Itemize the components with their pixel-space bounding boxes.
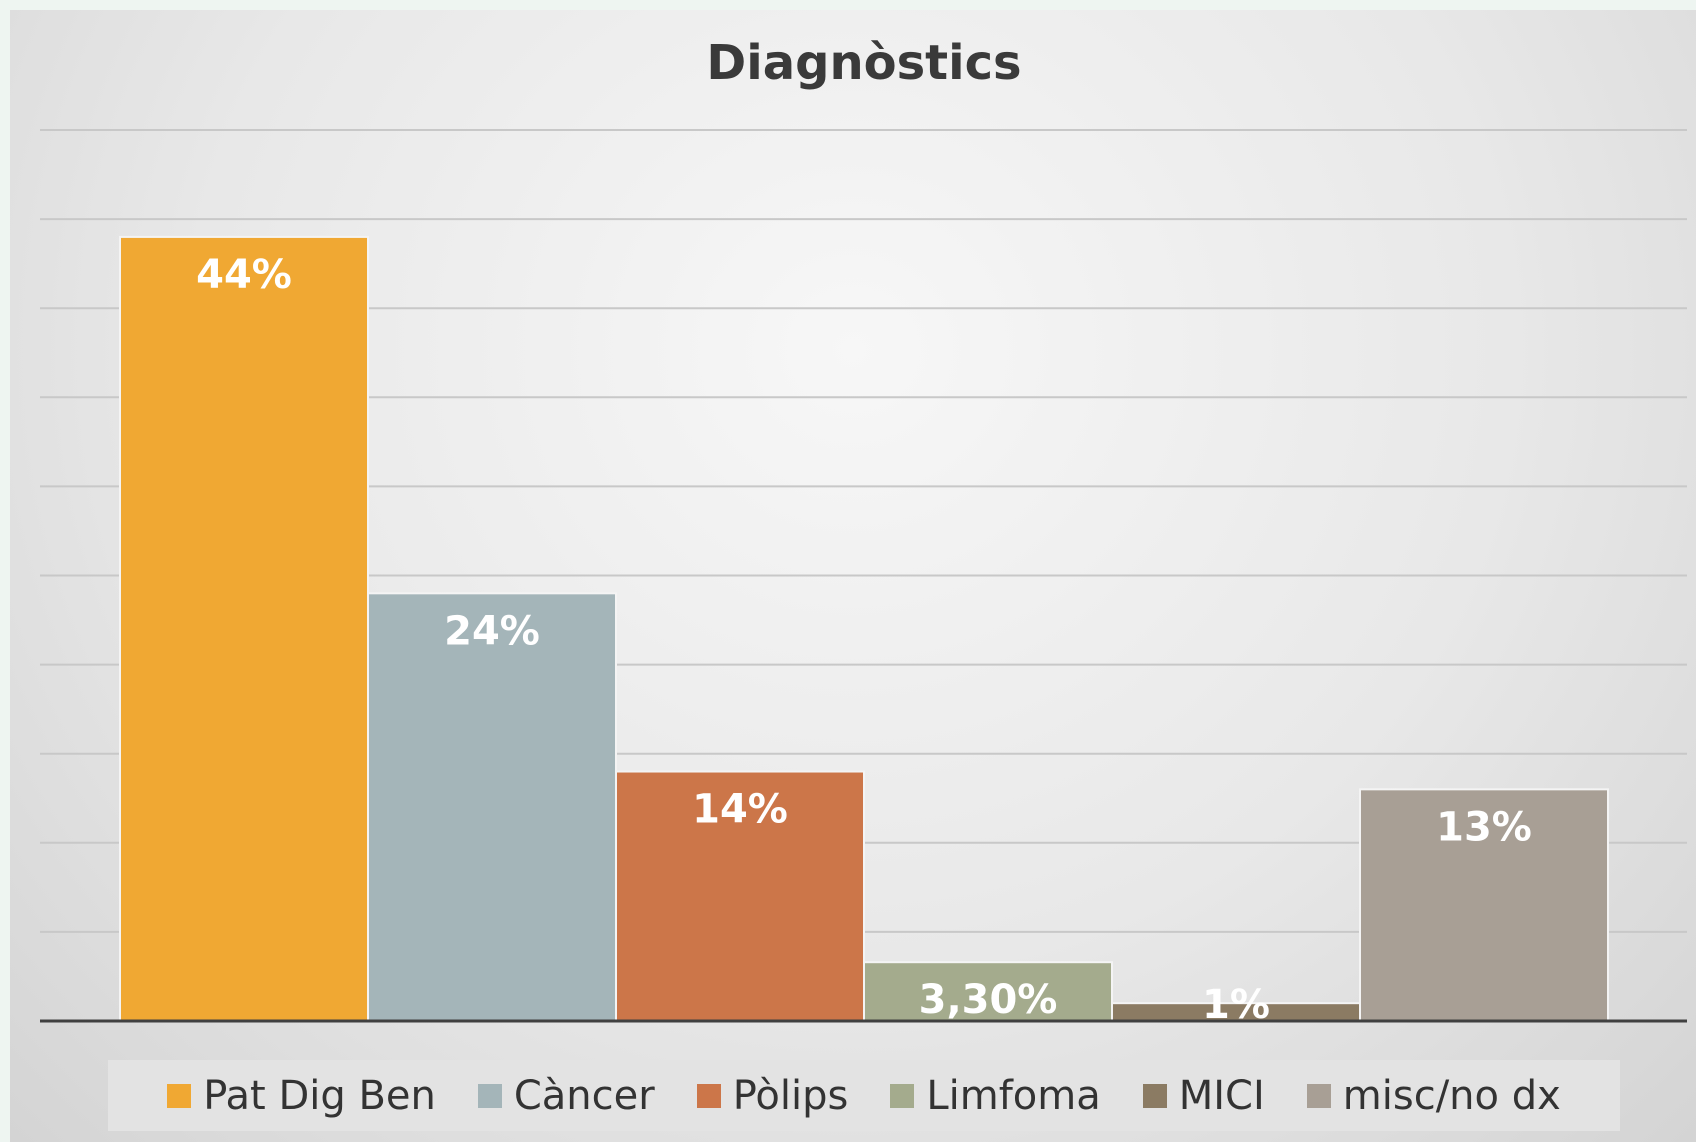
legend-item: misc/no dx bbox=[1306, 1072, 1561, 1119]
legend-label: MICI bbox=[1178, 1072, 1265, 1119]
bar bbox=[1359, 788, 1609, 1023]
legend-swatch bbox=[167, 1083, 192, 1108]
legend-swatch bbox=[890, 1083, 915, 1108]
bar bbox=[615, 770, 865, 1023]
legend-item: MICI bbox=[1142, 1072, 1265, 1119]
bar bbox=[119, 235, 369, 1023]
legend-swatch bbox=[1142, 1083, 1167, 1108]
legend-label: Pat Dig Ben bbox=[203, 1072, 436, 1119]
data-label: 24% bbox=[444, 608, 540, 654]
legend-label: Pòlips bbox=[732, 1072, 849, 1119]
bar bbox=[367, 592, 617, 1022]
legend-item: Pòlips bbox=[696, 1072, 849, 1119]
legend-swatch bbox=[1306, 1083, 1331, 1108]
legend-item: Càncer bbox=[477, 1072, 655, 1119]
legend-item: Pat Dig Ben bbox=[167, 1073, 436, 1119]
legend-item: Limfoma bbox=[890, 1072, 1101, 1119]
legend-label: misc/no dx bbox=[1342, 1072, 1561, 1119]
legend-swatch bbox=[696, 1083, 721, 1108]
legend: Pat Dig Ben Càncer Pòlips Limfoma MICI misc/n… bbox=[108, 1060, 1620, 1131]
legend-label: Limfoma bbox=[926, 1072, 1101, 1119]
legend-swatch bbox=[477, 1083, 502, 1108]
data-label: 13% bbox=[1436, 804, 1532, 850]
bar bbox=[863, 961, 1113, 1022]
data-label: 14% bbox=[692, 787, 788, 833]
chart-title: Diagnòstics bbox=[706, 35, 1021, 91]
data-label: 3,30% bbox=[919, 977, 1058, 1023]
legend-label: Càncer bbox=[513, 1072, 655, 1119]
data-label: 44% bbox=[196, 252, 292, 298]
